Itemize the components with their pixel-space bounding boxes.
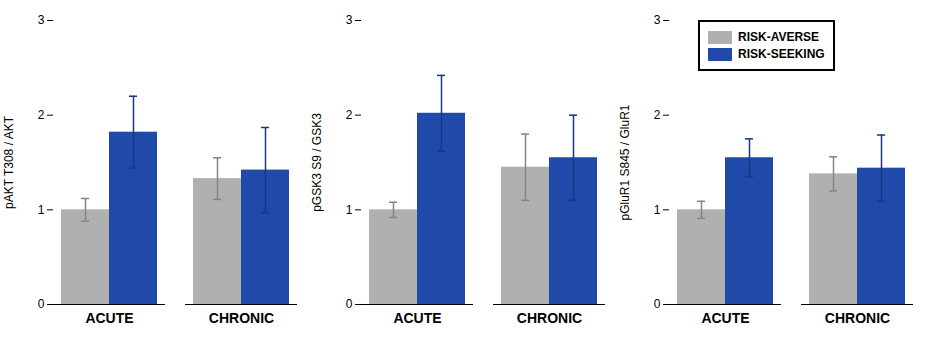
svg-text:0: 0 — [38, 297, 45, 311]
svg-text:pGSK3 S9 / GSK3: pGSK3 S9 / GSK3 — [310, 113, 324, 212]
svg-text:2: 2 — [654, 108, 661, 122]
html-text:RISK-SEEKING: RISK-SEEKING — [738, 47, 825, 61]
svg-text:0: 0 — [346, 297, 353, 311]
svg-text:1: 1 — [38, 203, 45, 217]
svg-text:pAKT T308 / AKT: pAKT T308 / AKT — [2, 115, 16, 209]
svg-text:CHRONIC: CHRONIC — [517, 310, 582, 326]
svg-text:3: 3 — [346, 13, 353, 27]
svg-text:3: 3 — [654, 13, 661, 27]
svg-text:pGluR1 S845 / GluR1: pGluR1 S845 / GluR1 — [618, 104, 632, 220]
svg-text:ACUTE: ACUTE — [701, 310, 749, 326]
svg-text:1: 1 — [654, 203, 661, 217]
svg-text:ACUTE: ACUTE — [85, 310, 133, 326]
svg-text:1: 1 — [346, 203, 353, 217]
svg-text:CHRONIC: CHRONIC — [209, 310, 274, 326]
html-text:RISK-AVERSE: RISK-AVERSE — [738, 30, 820, 44]
svg-text:ACUTE: ACUTE — [393, 310, 441, 326]
svg-text:3: 3 — [38, 13, 45, 27]
svg-text:2: 2 — [346, 108, 353, 122]
svg-text:2: 2 — [38, 108, 45, 122]
svg-text:CHRONIC: CHRONIC — [825, 310, 890, 326]
svg-text:0: 0 — [654, 297, 661, 311]
